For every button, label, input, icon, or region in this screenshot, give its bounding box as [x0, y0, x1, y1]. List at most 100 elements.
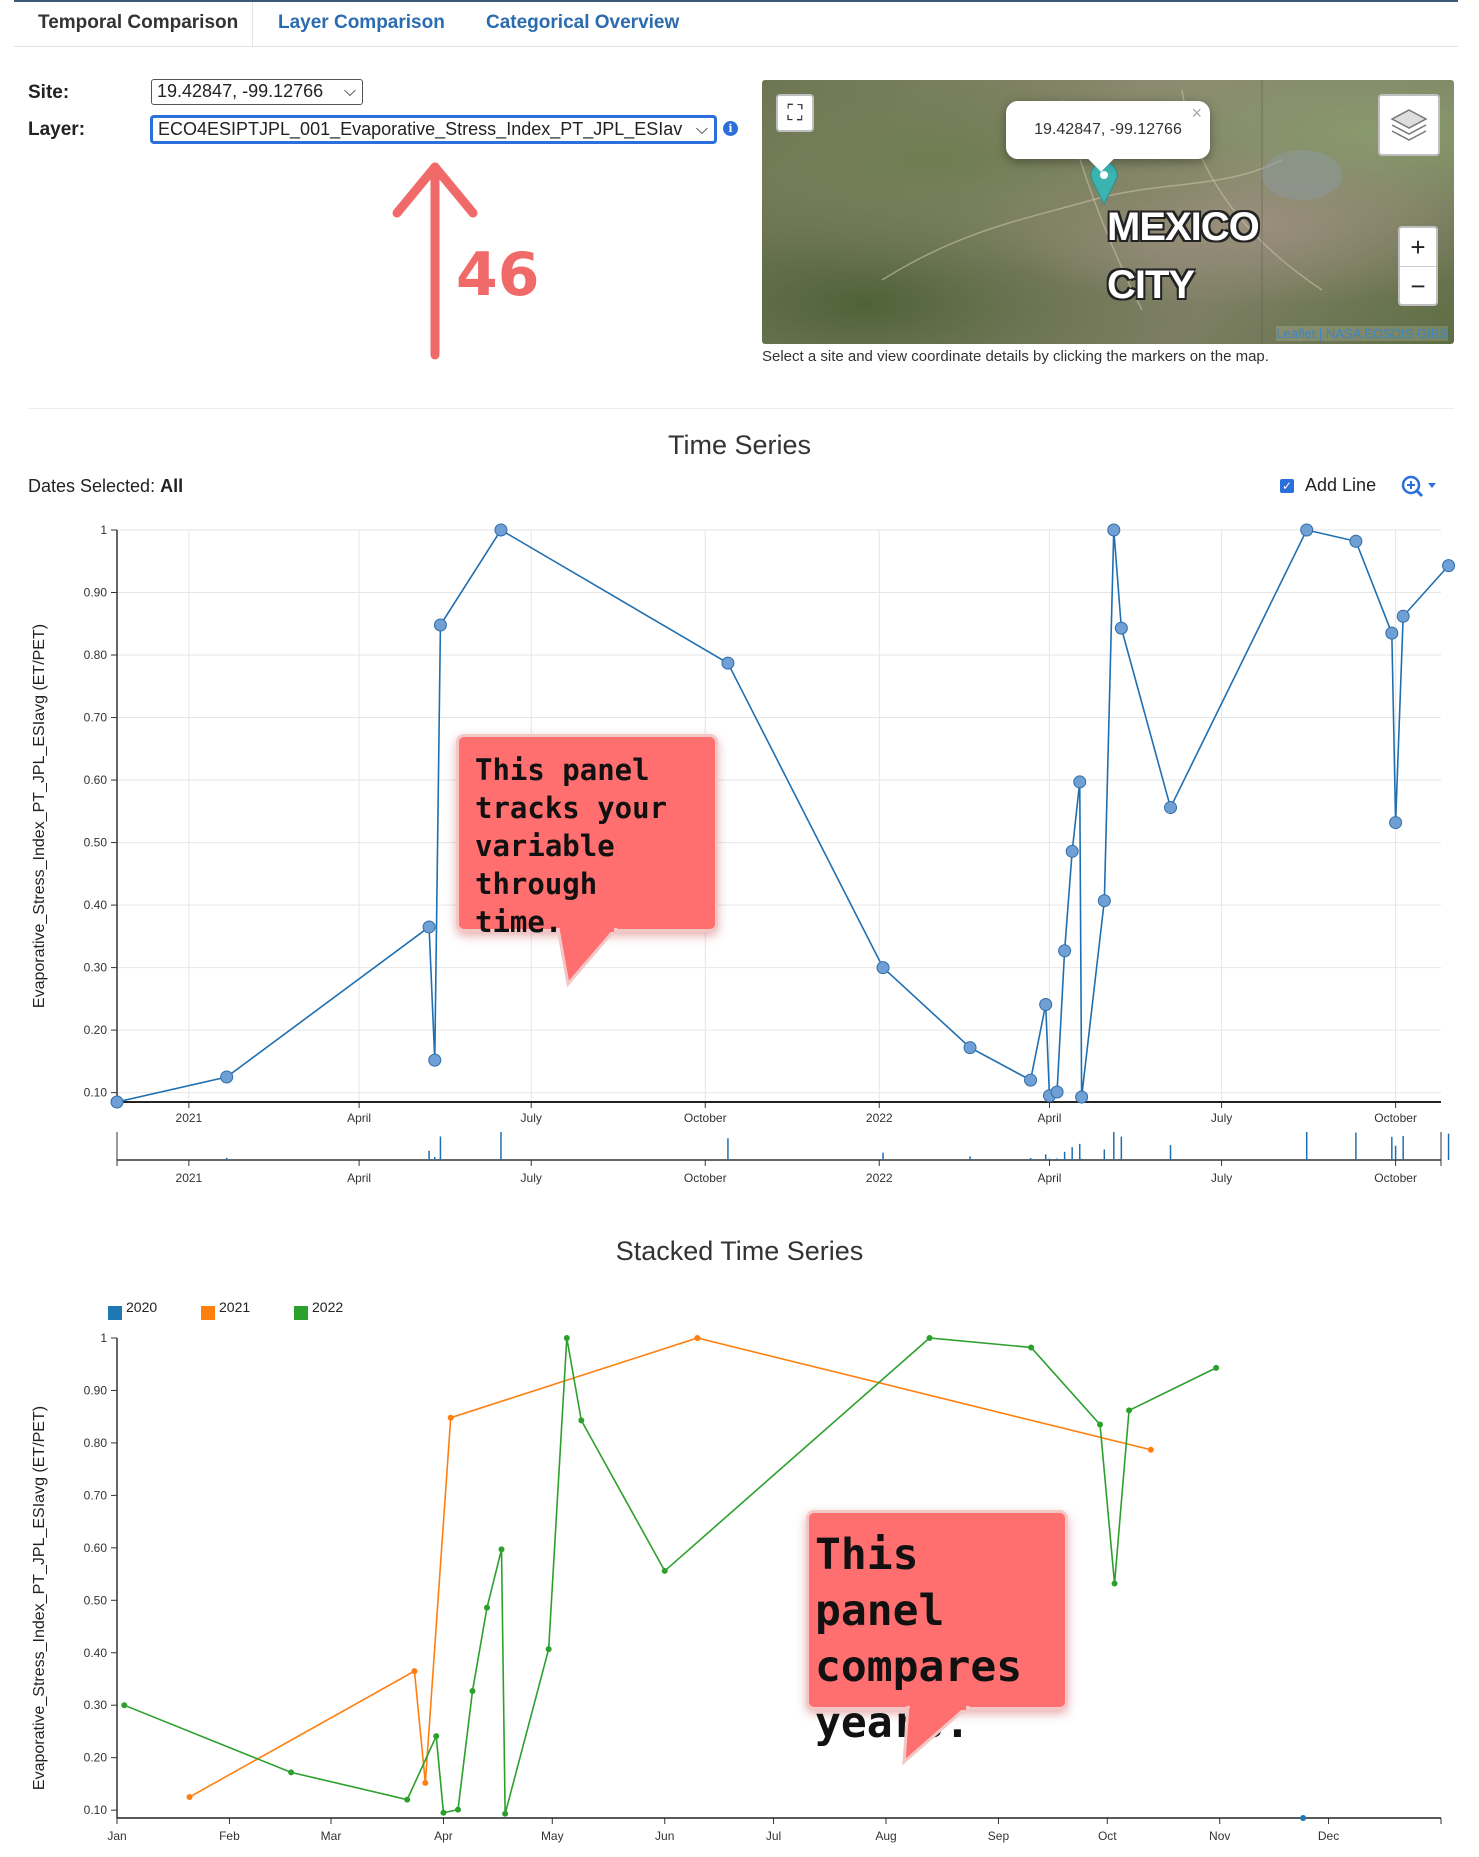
data-point-2022	[498, 1546, 505, 1553]
popup-text: 19.42847, -99.12766	[1034, 121, 1182, 138]
data-point	[1442, 559, 1456, 573]
x-tick-label: July	[521, 1111, 542, 1125]
data-point-2021	[1147, 1446, 1154, 1453]
y-tick-label: 0.50	[84, 1593, 108, 1607]
tab-categorical-overview[interactable]: Categorical Overview	[486, 12, 680, 33]
y-tick-label: 0.30	[84, 1698, 108, 1712]
data-point-2022	[288, 1769, 295, 1776]
y-axis-label: Evaporative_Stress_Index_PT_JPL_ESIavg (…	[31, 624, 48, 1008]
context-x-tick-label: April	[347, 1171, 371, 1185]
stacked-time-series-chart[interactable]: 2020 2021 2022 0.10 0.20 0.30 0.40 0.50 0.60 0.70…	[0, 1290, 1479, 1857]
annotation-number: 46	[456, 240, 540, 310]
x-tick-label: Jun	[655, 1829, 674, 1843]
data-point-2022	[545, 1646, 552, 1653]
x-tick-label: Nov	[1209, 1829, 1230, 1843]
data-point-2021	[422, 1779, 429, 1786]
data-point	[110, 1095, 124, 1109]
legend-label: 2022	[312, 1299, 343, 1315]
y-axis-label: Evaporative_Stress_Index_PT_JPL_ESIavg (…	[31, 1406, 48, 1790]
callout-line: variable	[475, 829, 615, 863]
data-point-2022	[121, 1702, 128, 1709]
close-icon[interactable]: ×	[1191, 103, 1202, 123]
data-point-2022	[926, 1335, 933, 1341]
x-tick-label: Feb	[219, 1829, 240, 1843]
data-point	[1396, 609, 1410, 623]
zoom-in-button[interactable]: +	[1400, 228, 1436, 267]
legend-label: 2021	[219, 1299, 250, 1315]
site-select[interactable]: 19.42847, -99.12766 ⌵	[151, 79, 363, 105]
data-point-2021	[186, 1794, 193, 1801]
zoom-menu-icon[interactable]	[1400, 474, 1440, 504]
y-tick-label: 0.40	[84, 898, 108, 912]
x-tick-label: Apr	[434, 1829, 453, 1843]
layers-icon[interactable]	[1378, 94, 1440, 156]
y-tick-label: 0.60	[84, 1541, 108, 1555]
legend-swatch	[108, 1306, 122, 1320]
data-point-2022	[563, 1335, 570, 1341]
callout-line: compares	[815, 1642, 1023, 1692]
time-series-title: Time Series	[667, 430, 812, 460]
legend-label: 2020	[126, 1299, 157, 1315]
data-point	[1024, 1073, 1038, 1087]
y-tick-label: 0.20	[84, 1751, 108, 1765]
y-tick-label: 0.30	[84, 961, 108, 975]
map-city-label-line2: CITY	[1107, 263, 1195, 307]
data-point	[1164, 801, 1178, 815]
callout-line: This panel	[475, 753, 650, 787]
x-tick-label: 2021	[176, 1111, 203, 1125]
add-line-checkbox[interactable]: ✓	[1280, 479, 1294, 493]
active-tab-background	[14, 2, 253, 46]
layer-select[interactable]: ECO4ESIPTJPL_001_Evaporative_Stress_Inde…	[151, 116, 716, 143]
x-tick-label: Jul	[766, 1829, 781, 1843]
x-tick-label: Sep	[988, 1829, 1010, 1843]
legend-swatch	[201, 1306, 215, 1320]
x-tick-label: October	[684, 1111, 727, 1125]
data-point-2022	[440, 1809, 447, 1816]
info-icon[interactable]: i	[723, 121, 738, 136]
x-tick-label: Aug	[875, 1829, 896, 1843]
x-tick-label: Dec	[1318, 1829, 1339, 1843]
data-point-2022	[1213, 1364, 1220, 1371]
tab-layer-comparison[interactable]: Layer Comparison	[278, 12, 445, 33]
x-tick-label: Jan	[107, 1829, 126, 1843]
context-x-tick-label: July	[1211, 1171, 1232, 1185]
data-point	[1039, 997, 1053, 1011]
data-point-2022	[578, 1417, 585, 1424]
data-point	[1075, 1090, 1089, 1104]
data-point	[1114, 621, 1128, 635]
map-attribution[interactable]: Leaflet | NASA EOSDIS GIBS	[1276, 326, 1448, 341]
divider	[28, 408, 1454, 409]
y-tick-label: 0.10	[84, 1086, 108, 1100]
data-point-2022	[1028, 1344, 1035, 1351]
data-point-2022	[483, 1604, 490, 1611]
chevron-down-icon: ⌵	[693, 121, 708, 139]
data-point	[963, 1041, 977, 1055]
add-line-toggle[interactable]: ✓ Add Line	[1280, 475, 1376, 496]
callout-time-series: This panel tracks your variable through …	[456, 734, 718, 988]
data-point-2021	[694, 1335, 701, 1341]
chevron-down-icon: ⌵	[343, 83, 356, 100]
add-line-label: Add Line	[1305, 475, 1377, 495]
stacked-title: Stacked Time Series	[615, 1236, 864, 1266]
x-tick-label: 2022	[866, 1111, 893, 1125]
time-series-chart[interactable]: 0.10 0.20 0.30 0.40 0.50 0.60 0.70 0.80 0.90 1 202…	[0, 500, 1479, 1200]
site-label: Site:	[28, 82, 70, 103]
data-point	[1058, 944, 1072, 958]
data-point-2022	[661, 1567, 668, 1574]
y-tick-label: 0.60	[84, 773, 108, 787]
context-x-tick-label: July	[521, 1171, 542, 1185]
tab-temporal-comparison[interactable]: Temporal Comparison	[38, 12, 239, 33]
callout-line: tracks your	[475, 791, 668, 825]
context-x-tick-label: 2021	[176, 1171, 203, 1185]
data-point	[1385, 626, 1399, 640]
zoom-out-button[interactable]: −	[1410, 271, 1426, 301]
data-point	[422, 920, 436, 934]
data-point	[494, 523, 508, 537]
y-tick-label: 0.80	[84, 1436, 108, 1450]
fullscreen-icon[interactable]: ⛶	[776, 94, 814, 132]
dates-selected: Dates Selected: All	[28, 476, 183, 497]
x-tick-label: April	[347, 1111, 371, 1125]
data-point	[721, 656, 735, 670]
data-point-2022	[404, 1796, 411, 1803]
data-point-2022	[502, 1810, 509, 1817]
